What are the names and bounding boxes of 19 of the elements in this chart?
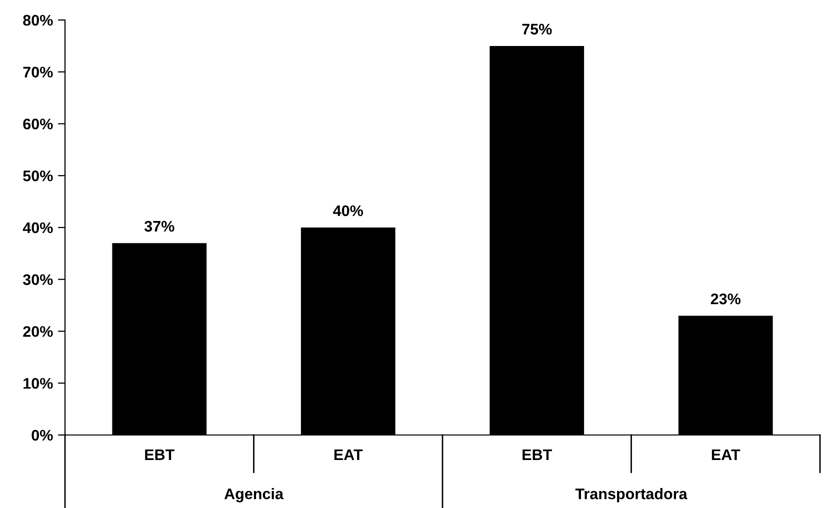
y-tick-label: 30%	[22, 274, 53, 286]
y-tick-label: 70%	[23, 66, 53, 78]
y-tick-label: 80%	[23, 14, 53, 26]
y-tick-label: 40%	[22, 222, 53, 234]
data-label: 75%	[522, 24, 552, 35]
text: Transportadora	[575, 488, 688, 502]
y-tick-label: 20%	[23, 326, 53, 337]
data-label: 40%	[333, 205, 364, 216]
x-tick-label: EAT	[712, 449, 740, 460]
y-tick-label: 0%	[32, 430, 53, 441]
y-tick-label: 50%	[23, 170, 53, 182]
x-tick-label: EBT	[522, 449, 552, 460]
data-label: 23%	[710, 294, 741, 304]
y-tick-label: 60%	[23, 118, 53, 130]
text: Agencia	[224, 488, 284, 502]
x-tick-label: EBT	[145, 449, 174, 460]
data-label: 37%	[144, 220, 174, 232]
y-tick-label: 10%	[24, 378, 53, 389]
x-tick-label: EAT	[334, 449, 363, 460]
